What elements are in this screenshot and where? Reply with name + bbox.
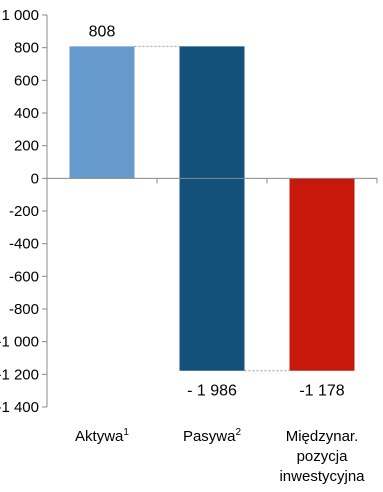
y-tick-label: -1 000 <box>0 334 39 351</box>
y-tick-label: 200 <box>14 138 39 155</box>
category-label: Pasywa2 <box>183 427 242 445</box>
bar-3 <box>289 178 355 371</box>
category-label: inwestycyjna <box>279 468 365 485</box>
y-tick-label: -1 200 <box>0 366 39 383</box>
y-tick-label: 600 <box>14 72 39 89</box>
y-tick-label: -800 <box>9 301 39 318</box>
bar-1 <box>69 46 135 179</box>
y-tick-label: -200 <box>9 203 39 220</box>
bar-2 <box>179 46 245 371</box>
data-label-2: - 1 986 <box>187 383 237 400</box>
y-tick-label: 1 000 <box>1 7 39 24</box>
category-label: Aktywa1 <box>75 427 129 445</box>
category-label: Międzynar. <box>286 428 359 445</box>
y-tick-label: 800 <box>14 40 39 57</box>
y-tick-label: -1 400 <box>0 399 39 416</box>
data-label-3: -1 178 <box>299 383 344 400</box>
y-tick-label: 400 <box>14 105 39 122</box>
y-tick-label: -400 <box>9 236 39 253</box>
category-label: pozycja <box>297 448 349 465</box>
data-label-1: 808 <box>89 23 116 40</box>
y-tick-label: -600 <box>9 268 39 285</box>
y-tick-label: 0 <box>31 170 39 187</box>
